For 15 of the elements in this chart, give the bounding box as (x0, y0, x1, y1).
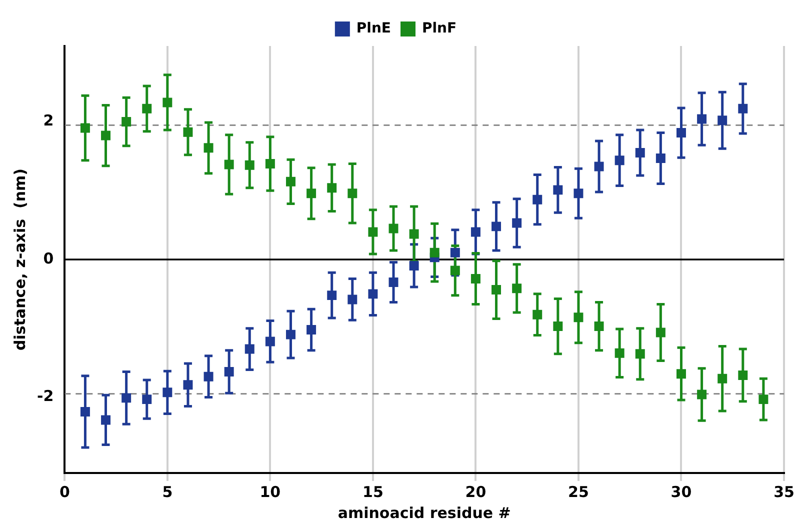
x-tick-label: 5 (162, 482, 173, 501)
legend-label: PlnE (356, 20, 392, 37)
legend-label: PlnF (422, 20, 457, 37)
y-tick-label: -2 (36, 387, 54, 406)
x-tick-label: 30 (670, 482, 692, 501)
x-tick-label: 25 (568, 482, 589, 501)
x-tick-label: 15 (362, 482, 384, 501)
y-tick-label: 0 (43, 249, 54, 268)
x-axis-title: aminoacid residue # (338, 504, 511, 522)
y-axis-title: distance, z-axis (nm) (10, 168, 29, 351)
x-tick-label: 10 (260, 482, 281, 501)
y-tick-label: 2 (43, 112, 54, 130)
x-tick-label: 20 (465, 482, 486, 501)
x-tick-label: 35 (774, 482, 794, 501)
x-tick-label: 0 (59, 482, 70, 501)
